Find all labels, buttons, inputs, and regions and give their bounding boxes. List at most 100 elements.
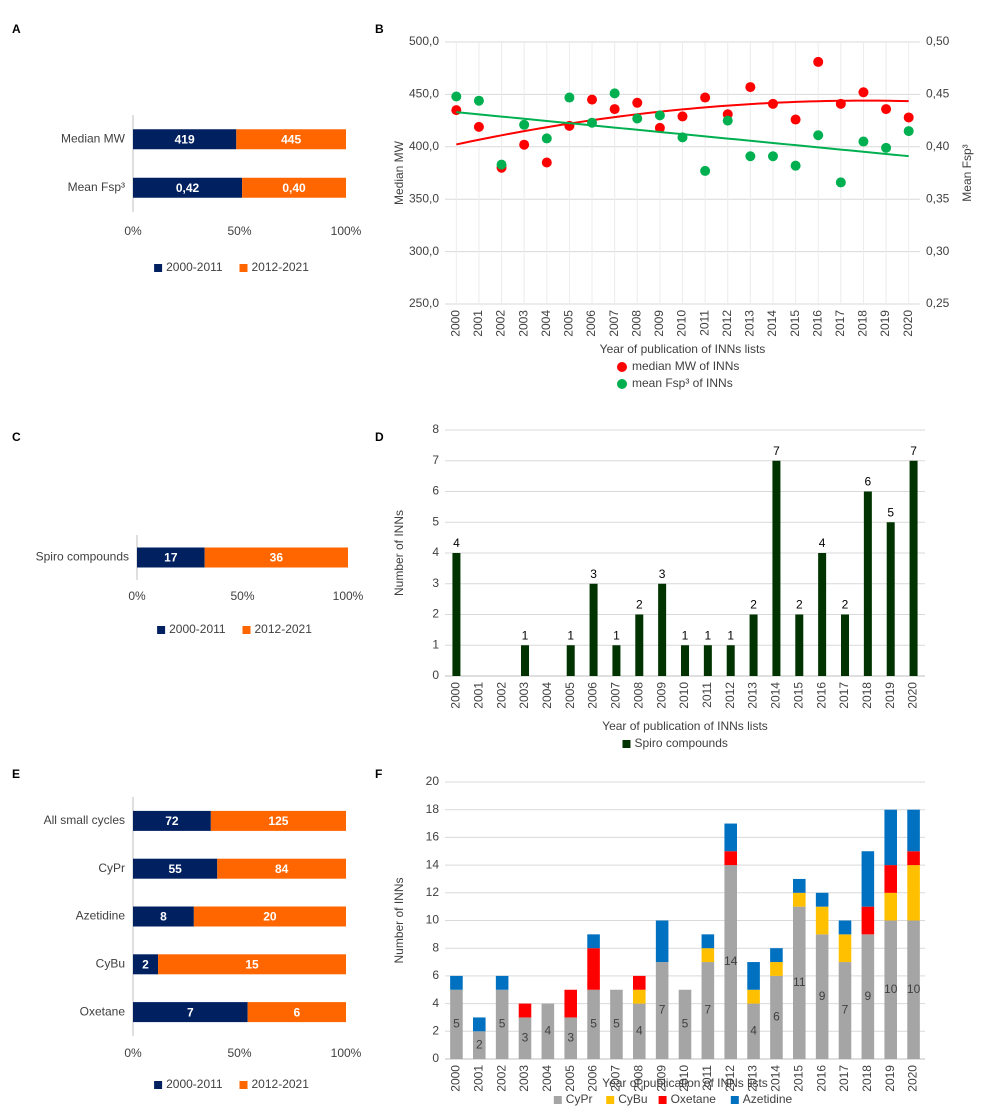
y2-tick-label: 0,30 (926, 244, 950, 258)
data-label: 5 (613, 1017, 620, 1031)
x-tick-label: 2009 (652, 310, 666, 337)
x-tick-label: 2005 (563, 1065, 577, 1092)
data-label: 4 (453, 536, 460, 550)
bar (863, 491, 872, 676)
data-label: 20 (263, 910, 277, 924)
data-label: 4 (636, 1023, 643, 1037)
bar (838, 920, 852, 935)
bar (793, 878, 806, 893)
legend-label: mean Fsp³ of INNs (632, 376, 733, 390)
point (473, 95, 484, 106)
data-label: 15 (245, 957, 259, 971)
bar-segment (133, 810, 211, 831)
legend-marker (617, 362, 627, 372)
bar (701, 948, 715, 963)
bar (818, 553, 827, 676)
data-label: 445 (281, 132, 301, 146)
x-tick-label: 2002 (494, 310, 508, 337)
bar (815, 892, 829, 907)
point (654, 110, 665, 121)
bar (452, 553, 461, 676)
data-label: 17 (164, 551, 178, 565)
data-label: 11 (793, 975, 806, 989)
y-tick-label: 12 (426, 885, 440, 899)
data-label: 2 (796, 598, 803, 612)
category-label: CyPr (98, 861, 125, 875)
x-tick-label: 2017 (837, 1065, 851, 1092)
x-tick-label: 2001 (471, 1065, 485, 1092)
x-tick-label: 2020 (901, 310, 915, 337)
data-label: 7 (910, 444, 917, 458)
bar (815, 934, 829, 1059)
x-axis-title: Year of publication of INNs lists (600, 342, 766, 356)
data-label: 4 (750, 1023, 757, 1037)
bar (635, 614, 644, 676)
x-tick-label: 2010 (677, 682, 691, 709)
bar (658, 583, 667, 676)
bar (655, 962, 669, 1059)
data-label: 1 (567, 628, 574, 642)
panel-label: B (375, 22, 384, 36)
data-label: 5 (887, 505, 894, 519)
point (790, 114, 801, 125)
x-tick-label: 100% (331, 1046, 362, 1060)
point (745, 151, 756, 162)
x-tick-label: 2016 (814, 1065, 828, 1092)
data-label: 0,42 (176, 181, 200, 195)
panel-label: A (12, 22, 21, 36)
data-label: 4 (545, 1023, 552, 1037)
category-label: All small cycles (44, 813, 125, 827)
y-axis-title: Median MW (392, 140, 406, 205)
y2-tick-label: 0,50 (926, 34, 950, 48)
point (451, 105, 462, 116)
y-tick-label: 2 (432, 607, 439, 621)
bar (541, 1003, 555, 1059)
x-tick-label: 2004 (540, 682, 554, 709)
legend-marker (239, 264, 248, 272)
point (903, 112, 914, 123)
legend-label: Oxetane (671, 1092, 717, 1106)
legend-marker (154, 264, 163, 272)
y2-tick-label: 0,25 (926, 296, 950, 310)
data-label: 6 (865, 475, 872, 489)
x-tick-label: 2001 (471, 310, 485, 337)
data-label: 1 (522, 628, 529, 642)
bar (772, 460, 781, 676)
legend-label: Spiro compounds (635, 736, 728, 750)
y-tick-label: 450,0 (409, 87, 439, 101)
x-tick-label: 0% (124, 224, 142, 238)
bar-segment (133, 1002, 248, 1023)
bar (701, 962, 715, 1059)
data-label: 1 (705, 628, 712, 642)
x-tick-label: 50% (230, 589, 254, 603)
bar (633, 1003, 646, 1059)
bar (749, 614, 758, 676)
data-label: 6 (294, 1005, 301, 1019)
bar (610, 989, 623, 1059)
bar (884, 865, 897, 893)
bar-segment (210, 810, 346, 831)
bar (564, 989, 577, 1018)
y-tick-label: 4 (432, 996, 439, 1010)
x-tick-label: 2007 (607, 310, 621, 337)
x-tick-label: 100% (331, 224, 362, 238)
bar (747, 1003, 760, 1059)
x-tick-label: 2010 (675, 310, 689, 337)
x-tick-label: 2017 (837, 682, 851, 709)
bar (587, 934, 600, 949)
y-tick-label: 14 (426, 857, 440, 871)
y-tick-label: 8 (432, 422, 439, 436)
bar (633, 989, 646, 1004)
point (722, 115, 733, 126)
legend-label: Azetidine (743, 1092, 793, 1106)
bar (793, 906, 806, 1059)
y-tick-label: 6 (432, 484, 439, 498)
bar (886, 522, 895, 676)
bar (907, 865, 920, 921)
x-tick-label: 2003 (517, 682, 531, 709)
x-tick-label: 2005 (562, 310, 576, 337)
panel-label: D (375, 430, 384, 444)
bar-segment (193, 906, 346, 927)
legend-label: median MW of INNs (632, 359, 739, 373)
x-tick-label: 2012 (723, 1065, 737, 1092)
